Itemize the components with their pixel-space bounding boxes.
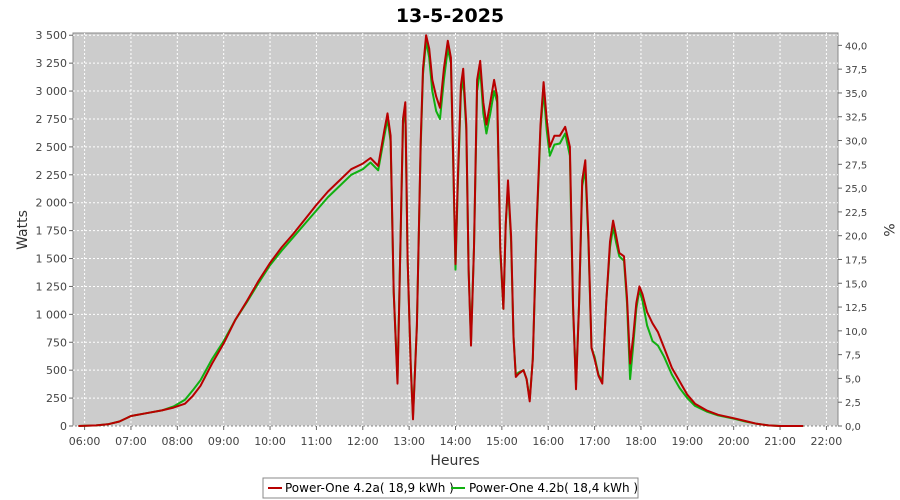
x-axis-label: Heures xyxy=(430,453,479,469)
y2-tick-label: 27,5 xyxy=(845,160,867,171)
y-axis-ticks: 0 250 500 750 1 000 1 250 1 500 1 750 2 000 2 250… xyxy=(36,29,73,433)
y2-tick-label: 0,0 xyxy=(845,422,861,433)
x-tick-label: 20:00 xyxy=(718,435,750,448)
y-axis-label: Watts xyxy=(15,210,31,250)
x-tick-label: 21:00 xyxy=(764,435,796,448)
y2-tick-label: 25,0 xyxy=(845,184,867,195)
x-tick-label: 07:00 xyxy=(115,435,147,448)
series-line-a xyxy=(78,34,804,427)
x-tick-label: 13:00 xyxy=(393,435,425,448)
y2-tick-label: 10,0 xyxy=(845,327,867,338)
x-tick-label: 14:00 xyxy=(440,435,472,448)
y2-axis-ticks: 0,0 2,5 5,0 7,5 10,0 12,5 15,0 17,5 20,0 22,5 25,0… xyxy=(838,41,867,433)
legend-entry-b: Power-One 4.2b( 18,4 kWh ) xyxy=(469,481,638,495)
x-tick-label: 12:00 xyxy=(347,435,379,448)
y-tick-label: 3 000 xyxy=(36,85,68,98)
x-tick-label: 11:00 xyxy=(301,435,333,448)
x-tick-label: 16:00 xyxy=(532,435,564,448)
y-tick-label: 2 750 xyxy=(36,113,68,126)
x-tick-label: 09:00 xyxy=(208,435,240,448)
y-tick-label: 3 250 xyxy=(36,57,68,70)
chart-title: 13-5-2025 xyxy=(396,5,504,27)
y-tick-label: 2 250 xyxy=(36,169,68,182)
y-tick-label: 3 500 xyxy=(36,29,68,42)
y-tick-label: 1 250 xyxy=(36,280,68,293)
x-tick-label: 22:00 xyxy=(811,435,843,448)
y-tick-label: 1 750 xyxy=(36,225,68,238)
y2-tick-label: 2,5 xyxy=(845,398,861,409)
y2-tick-label: 35,0 xyxy=(845,89,867,100)
y-tick-label: 0 xyxy=(60,420,67,433)
x-tick-label: 06:00 xyxy=(69,435,101,448)
x-tick-label: 18:00 xyxy=(625,435,657,448)
y-tick-label: 2 500 xyxy=(36,141,68,154)
y2-tick-label: 30,0 xyxy=(845,137,867,148)
x-tick-label: 15:00 xyxy=(486,435,518,448)
y2-tick-label: 37,5 xyxy=(845,65,867,76)
x-tick-label: 17:00 xyxy=(579,435,611,448)
y2-tick-label: 32,5 xyxy=(845,113,867,124)
y-tick-label: 1 500 xyxy=(36,253,68,266)
y-tick-label: 1 000 xyxy=(36,308,68,321)
y2-tick-label: 17,5 xyxy=(845,255,867,266)
series-lines xyxy=(78,34,804,427)
legend-entry-a: Power-One 4.2a( 18,9 kWh ) xyxy=(285,481,454,495)
y2-tick-label: 22,5 xyxy=(845,208,867,219)
y-tick-label: 250 xyxy=(46,392,67,405)
y-tick-label: 750 xyxy=(46,336,67,349)
y-tick-label: 2 000 xyxy=(36,197,68,210)
x-tick-label: 19:00 xyxy=(671,435,703,448)
y2-tick-label: 12,5 xyxy=(845,303,867,314)
y2-tick-label: 7,5 xyxy=(845,351,861,362)
y2-tick-label: 5,0 xyxy=(845,374,861,385)
y2-axis-label: % xyxy=(880,223,896,236)
chart-legend: Power-One 4.2a( 18,9 kWh ) Power-One 4.2… xyxy=(262,477,639,499)
y2-tick-label: 20,0 xyxy=(845,232,867,243)
y2-tick-label: 40,0 xyxy=(845,41,867,52)
x-tick-label: 10:00 xyxy=(254,435,286,448)
legend-box xyxy=(262,477,639,499)
x-axis-ticks: 06:00 07:00 08:00 09:00 10:00 11:00 12:00 13:00… xyxy=(69,426,843,448)
y2-tick-label: 15,0 xyxy=(845,279,867,290)
y-tick-label: 500 xyxy=(46,364,67,377)
grid-lines xyxy=(73,33,838,427)
x-tick-label: 08:00 xyxy=(161,435,193,448)
